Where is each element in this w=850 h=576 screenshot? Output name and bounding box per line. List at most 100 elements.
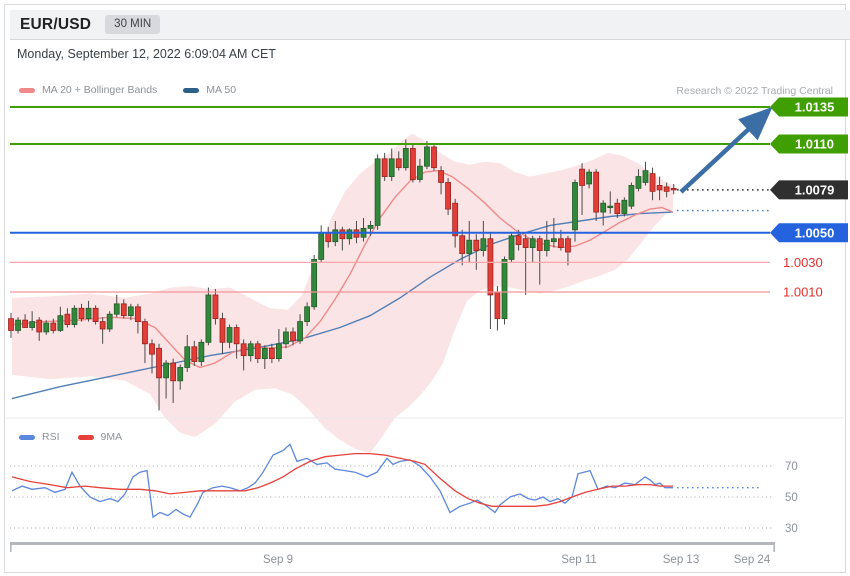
time-axis-label: Sep 9 bbox=[263, 554, 293, 566]
price-panel: 1.0135 1.0110 1.0079 1.0050 1.0030 1.0010 bbox=[8, 97, 848, 454]
candle-down bbox=[395, 158, 402, 169]
candle-up bbox=[311, 259, 318, 308]
candle-up bbox=[43, 322, 50, 333]
candle-up bbox=[416, 165, 423, 180]
price-tag-label: 1.0135 bbox=[795, 100, 835, 115]
candle-up bbox=[113, 303, 120, 315]
bollinger-band-fill bbox=[12, 133, 673, 454]
candle-down bbox=[120, 303, 127, 317]
forecast-arrow-icon bbox=[679, 106, 773, 194]
candle-up bbox=[508, 235, 515, 260]
rsi-axis-label: 30 bbox=[785, 523, 798, 535]
candle-up bbox=[163, 362, 170, 379]
price-tag-1.0050 bbox=[770, 223, 848, 243]
candle-down bbox=[191, 346, 198, 362]
candle-down bbox=[649, 173, 656, 192]
candle-up bbox=[205, 294, 212, 343]
candle-up bbox=[628, 185, 635, 207]
candle-up bbox=[600, 202, 607, 213]
time-axis: Sep 9 Sep 11 Sep 13 Sep 24 bbox=[10, 542, 775, 566]
candle-up bbox=[177, 367, 184, 382]
candle-down bbox=[268, 347, 275, 359]
candle-up bbox=[642, 170, 649, 183]
candle-down bbox=[593, 171, 600, 213]
candle-up bbox=[621, 199, 628, 214]
candle-down bbox=[515, 235, 522, 246]
candle-up bbox=[367, 224, 374, 229]
candle-up bbox=[424, 146, 430, 167]
candle-up bbox=[247, 343, 254, 357]
rsi-swatch-icon bbox=[19, 434, 35, 440]
price-tag-1.0110 bbox=[770, 134, 848, 154]
time-axis-label: Sep 24 bbox=[734, 554, 771, 566]
candle-up bbox=[304, 306, 311, 322]
candle-down bbox=[22, 319, 29, 328]
candle-up bbox=[572, 182, 578, 231]
chart-widget-card: EUR/USD 30 MIN Monday, September 12, 202… bbox=[4, 4, 850, 573]
candle-up bbox=[402, 148, 409, 169]
candle-down bbox=[339, 229, 346, 240]
candle-up bbox=[261, 347, 268, 359]
candle-down bbox=[64, 313, 71, 325]
price-text-label: 1.0030 bbox=[783, 255, 823, 270]
price-tag-label: 1.0079 bbox=[795, 182, 835, 197]
candle-down bbox=[438, 170, 444, 183]
price-tag-label: 1.0050 bbox=[795, 225, 835, 240]
candle-down bbox=[536, 238, 543, 251]
rsi-axis-label: 70 bbox=[785, 461, 798, 473]
candle-up bbox=[85, 307, 92, 320]
candle-down bbox=[459, 235, 466, 254]
rsi-axis-label: 50 bbox=[785, 492, 798, 504]
candle-up bbox=[586, 171, 592, 185]
range-slider-right-handle[interactable] bbox=[773, 542, 775, 552]
candle-down bbox=[50, 322, 57, 331]
range-slider-left-handle[interactable] bbox=[10, 542, 12, 552]
candle-up bbox=[501, 259, 508, 320]
rsi-legend-label: RSI bbox=[42, 431, 60, 443]
candle-down bbox=[134, 306, 141, 322]
candle-down bbox=[663, 186, 670, 192]
price-tag-1.0135 bbox=[770, 97, 848, 117]
ma20-line bbox=[11, 169, 674, 369]
candle-down bbox=[254, 343, 261, 359]
candle-down bbox=[656, 185, 663, 191]
candle-down bbox=[8, 318, 14, 331]
rsi-panel: 70 50 30 bbox=[6, 417, 844, 535]
candle-down bbox=[431, 146, 437, 169]
rsi-ma-legend-label: 9MA bbox=[100, 431, 123, 443]
candle-down bbox=[170, 362, 177, 382]
candle-down bbox=[240, 343, 247, 357]
candle-up bbox=[550, 238, 557, 243]
candle-up bbox=[607, 205, 614, 209]
candle-up bbox=[184, 346, 191, 368]
candle-down bbox=[522, 238, 529, 249]
candle-up bbox=[57, 315, 64, 331]
candle-down bbox=[614, 202, 621, 214]
candle-down bbox=[78, 307, 85, 320]
candle-down bbox=[99, 321, 106, 330]
candle-down bbox=[290, 331, 296, 342]
price-tag-label: 1.0110 bbox=[795, 137, 834, 152]
candle-down bbox=[219, 318, 226, 343]
candle-down bbox=[445, 182, 452, 210]
candle-down bbox=[409, 148, 416, 180]
range-slider[interactable] bbox=[10, 542, 775, 545]
candle-down bbox=[494, 291, 501, 320]
candle-down bbox=[325, 232, 332, 243]
ma50-swatch-icon bbox=[183, 87, 200, 93]
candle-down bbox=[156, 347, 162, 379]
candle-down bbox=[212, 294, 219, 320]
candle-down bbox=[36, 319, 43, 333]
candle-down bbox=[558, 238, 564, 249]
candle-up bbox=[480, 238, 487, 251]
candle-down bbox=[473, 239, 480, 251]
candle-down bbox=[670, 187, 677, 191]
candle-down bbox=[142, 321, 148, 345]
interval-badge: 30 MIN bbox=[105, 15, 161, 34]
candle-up bbox=[388, 158, 395, 177]
candle-up bbox=[318, 232, 325, 260]
candle-down bbox=[452, 202, 459, 237]
widget-header: EUR/USD 30 MIN bbox=[10, 10, 850, 40]
